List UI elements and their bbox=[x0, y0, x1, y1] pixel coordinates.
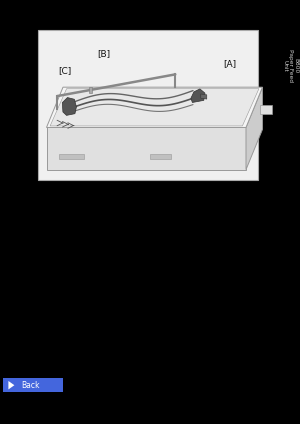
Polygon shape bbox=[62, 98, 76, 115]
Polygon shape bbox=[46, 128, 246, 170]
Text: [A]: [A] bbox=[223, 59, 236, 68]
FancyBboxPatch shape bbox=[150, 153, 171, 159]
FancyBboxPatch shape bbox=[38, 30, 258, 180]
Polygon shape bbox=[8, 381, 14, 389]
Text: [C]: [C] bbox=[58, 66, 71, 75]
Text: B800
Paper Feed
Unit: B800 Paper Feed Unit bbox=[282, 49, 299, 82]
Polygon shape bbox=[46, 87, 262, 128]
Polygon shape bbox=[246, 87, 262, 170]
FancyBboxPatch shape bbox=[58, 153, 84, 159]
Text: Back: Back bbox=[21, 381, 40, 390]
Polygon shape bbox=[260, 105, 272, 114]
Text: [B]: [B] bbox=[97, 49, 110, 59]
Polygon shape bbox=[201, 94, 207, 99]
FancyBboxPatch shape bbox=[88, 86, 92, 93]
Polygon shape bbox=[191, 89, 205, 103]
FancyBboxPatch shape bbox=[3, 378, 63, 392]
Polygon shape bbox=[50, 89, 259, 126]
